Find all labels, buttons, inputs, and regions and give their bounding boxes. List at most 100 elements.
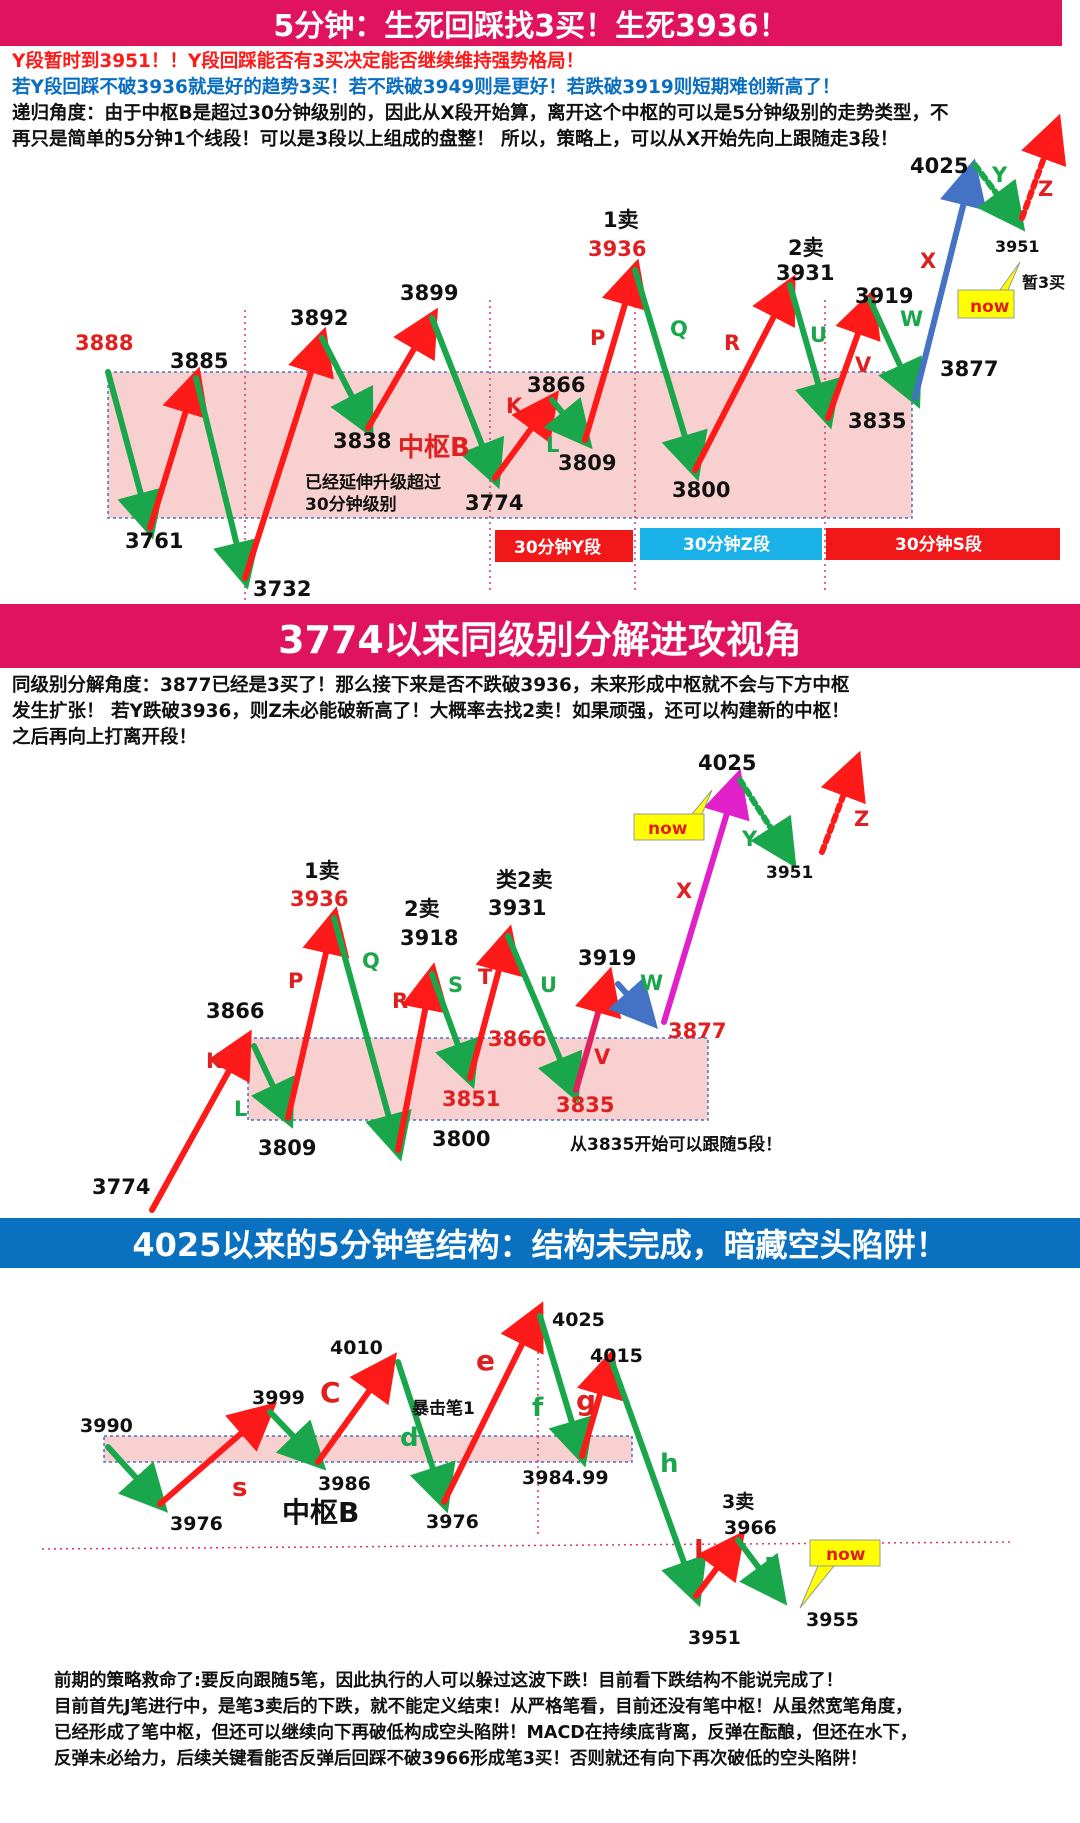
s1-letter-Z: Z — [1038, 177, 1053, 201]
section1-title-banner: 5分钟：生死回踩找3买！生死3936！ — [0, 0, 1062, 46]
s1-label-3877: 3877 — [940, 357, 998, 381]
s2-seg-Z — [819, 750, 866, 855]
s3-seg-b — [267, 1409, 327, 1471]
s3-label-3986: 3986 — [318, 1473, 371, 1495]
s1-label-3892: 3892 — [290, 306, 348, 330]
s1-label-3899: 3899 — [400, 281, 458, 305]
s2-seg-U — [505, 933, 583, 1104]
s2-letter-S: S — [448, 973, 463, 997]
section1-diagram: 3888 3885 3761 3732 3892 3838 3899 中枢B 已… — [75, 113, 1067, 601]
s2-line1: 同级别分解角度：3877已经是3买了！那么接下来是否不跌破3936，未来形成中枢… — [12, 675, 850, 696]
s1-seg-Q — [632, 267, 708, 482]
s3-letter-d: d — [400, 1423, 419, 1453]
s3-label-3990: 3990 — [80, 1415, 133, 1437]
s3-letter-J: J — [762, 1553, 774, 1583]
section3-diagram: 3990 3976 3999 3986 4010 暴击笔1 3976 4025 … — [41, 1301, 1013, 1649]
s2-letter-Q: Q — [362, 949, 380, 973]
section2-diagram: 3774 3866 3809 1卖 3936 3800 2卖 3918 3851… — [92, 750, 869, 1213]
s2-letter-L: L — [234, 1097, 247, 1121]
s1-seg-3 — [193, 375, 260, 590]
s2-label-3835: 3835 — [556, 1093, 614, 1117]
s2-label-4025: 4025 — [698, 751, 756, 775]
s1-letter-Q: Q — [670, 317, 688, 341]
s1-seg-R — [692, 274, 796, 473]
s3-label-center: 中枢B — [282, 1496, 359, 1529]
s2-seg-V — [573, 966, 622, 1093]
s1-label-3800: 3800 — [672, 478, 730, 502]
s1-band-Z — [640, 528, 822, 560]
s1-seg-2 — [147, 366, 209, 531]
s1-letter-U: U — [810, 323, 827, 347]
s2-letter-W: W — [640, 971, 663, 995]
s1-seg-P — [582, 258, 648, 443]
s1-label-ext1: 已经延伸升级超过 — [305, 472, 441, 493]
s3-letter-s: s — [232, 1473, 247, 1503]
s3-label-3951: 3951 — [688, 1627, 741, 1649]
s3-para3: 已经形成了笔中枢，但还可以继续向下再破低构成空头陷阱！MACD在持续底背离，反弹… — [54, 1723, 918, 1743]
s1-seg-X — [912, 158, 987, 401]
s2-seg-W — [608, 977, 658, 1029]
s3-letter-f: f — [532, 1393, 544, 1423]
s2-line3: 之后再向上打离开段！ — [12, 727, 198, 748]
s3-label-buy3: 3卖 — [722, 1491, 754, 1513]
s1-line2: 若Y段回踩不破3936就是好的趋势3买！若不跌破3949则是更好！若跌破3919… — [12, 77, 841, 98]
s3-now-label: now — [826, 1545, 866, 1565]
s2-label-3851: 3851 — [442, 1087, 500, 1111]
s3-letter-g: g — [576, 1384, 596, 1417]
s2-label-3774: 3774 — [92, 1175, 150, 1199]
s1-seg-5 — [319, 335, 374, 439]
section2-title: 3774以来同级别分解进攻视角 — [278, 617, 802, 662]
s3-letter-C: C — [320, 1376, 341, 1409]
s2-seg-Q — [331, 915, 412, 1162]
s3-label-4010: 4010 — [330, 1337, 383, 1359]
s2-letter-T: T — [478, 965, 493, 989]
s1-band-Z-label: 30分钟Z段 — [683, 534, 770, 555]
s1-seg-1 — [105, 369, 164, 540]
s1-letter-X: X — [920, 249, 936, 273]
s3-seg-s — [157, 1402, 278, 1507]
s3-seg-I — [693, 1530, 746, 1599]
s3-letter-e: e — [476, 1344, 495, 1377]
s3-seg-e — [441, 1301, 544, 1505]
s2-line2: 发生扩张！ 若Y跌破3936，则Z未必能破新高了！大概率去找2卖！如果顽强，还可… — [12, 701, 850, 722]
s3-label-burst: 暴击笔1 — [411, 1398, 475, 1419]
s3-para2: 目前首先J笔进行中，是笔3卖后的下跌，就不能定义结束！从严格笔看，目前还没有笔中… — [54, 1697, 913, 1717]
s1-letter-Y: Y — [991, 163, 1008, 187]
s1-letter-P: P — [590, 326, 605, 350]
s1-line3: 递归角度：由于中枢B是超过30分钟级别的，因此从X段开始算，离开这个中枢的可以是… — [12, 103, 949, 124]
s2-label-3951: 3951 — [766, 863, 813, 883]
s1-label-3931: 3931 — [776, 261, 834, 285]
s1-band-Y — [495, 530, 633, 562]
s1-label-center: 中枢B — [398, 433, 470, 463]
s2-letter-U: U — [540, 973, 557, 997]
section1-title: 5分钟：生死回踩找3买！生死3936！ — [273, 9, 789, 44]
s1-label-3951: 3951 — [995, 237, 1040, 256]
s3-label-3999: 3999 — [252, 1387, 305, 1409]
s3-para4: 反弹未必给力，后续关键看能否反弹后回踩不破3966形成笔3买！否则就还有向下再次… — [54, 1749, 868, 1769]
s1-letter-V: V — [855, 353, 872, 377]
s1-line4: 再只是简单的5分钟1个线段！可以是3段以上组成的盘整！ 所以，策略上，可以从X开… — [12, 129, 899, 150]
s3-letter-h: h — [660, 1449, 679, 1479]
s2-label-3866b: 3866 — [488, 1027, 546, 1051]
s1-seg-Z — [1019, 113, 1067, 221]
s1-letter-R: R — [724, 331, 740, 355]
s1-label-buy3: 暂3买 — [1022, 273, 1065, 292]
s1-band-S-label: 30分钟S段 — [895, 534, 982, 555]
s3-seg-g — [576, 1348, 623, 1459]
s1-seg-4 — [242, 326, 334, 581]
s1-letter-K: K — [506, 394, 523, 418]
s2-seg-S — [429, 971, 481, 1090]
s2-label-3936: 3936 — [290, 887, 348, 911]
s1-label-4025: 4025 — [910, 154, 968, 178]
s1-seg-L — [543, 396, 593, 450]
s2-note: 从3835开始可以跟随5段！ — [570, 1134, 782, 1155]
s1-label-3936: 3936 — [588, 237, 646, 261]
s1-label-3809: 3809 — [558, 451, 616, 475]
s1-band-Y-label: 30分钟Y段 — [514, 537, 601, 558]
s3-seg-f — [537, 1313, 595, 1468]
s3-letter-I: I — [694, 1535, 704, 1565]
s3-seg-d — [395, 1359, 456, 1514]
s1-label-3885: 3885 — [170, 349, 228, 373]
s2-seg-L — [250, 1043, 295, 1129]
section2-title-banner: 3774以来同级别分解进攻视角 — [0, 604, 1080, 668]
